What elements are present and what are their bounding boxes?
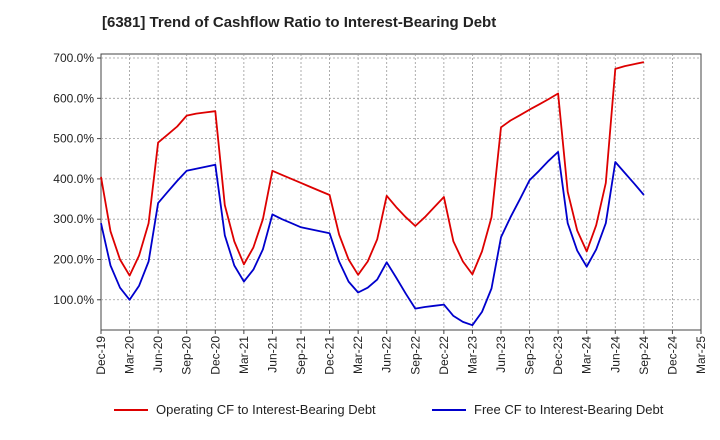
x-tick-label: Dec-21 bbox=[323, 336, 337, 375]
y-tick-label: 500.0% bbox=[53, 132, 94, 146]
x-tick-label: Mar-22 bbox=[351, 336, 365, 374]
x-tick-label: Sep-20 bbox=[180, 336, 194, 375]
y-tick-label: 100.0% bbox=[53, 293, 94, 307]
x-tick-label: Dec-20 bbox=[208, 336, 222, 375]
y-tick-label: 300.0% bbox=[53, 212, 94, 226]
legend-label-operating: Operating CF to Interest-Bearing Debt bbox=[156, 402, 376, 417]
x-tick-label: Sep-23 bbox=[523, 336, 537, 375]
x-tick-label: Jun-24 bbox=[608, 336, 622, 373]
x-tick-label: Dec-23 bbox=[551, 336, 565, 375]
x-tick-label: Jun-20 bbox=[151, 336, 165, 373]
x-tick-label: Sep-22 bbox=[408, 336, 422, 375]
operating-cf-line bbox=[100, 61, 645, 277]
chart-title: [6381] Trend of Cashflow Ratio to Intere… bbox=[102, 14, 497, 31]
legend-label-free: Free CF to Interest-Bearing Debt bbox=[474, 402, 664, 417]
y-tick-label: 400.0% bbox=[53, 172, 94, 186]
x-tick-label: Dec-24 bbox=[665, 336, 679, 375]
x-tick-label: Jun-22 bbox=[380, 336, 394, 373]
y-tick-label: 200.0% bbox=[53, 252, 94, 266]
x-tick-label: Mar-20 bbox=[123, 336, 137, 374]
x-tick-label: Sep-21 bbox=[294, 336, 308, 375]
x-tick-label: Dec-22 bbox=[437, 336, 451, 375]
x-tick-label: Mar-23 bbox=[465, 336, 479, 374]
x-tick-label: Mar-21 bbox=[237, 336, 251, 374]
x-tick-label: Sep-24 bbox=[637, 336, 651, 375]
x-tick-label: Jun-21 bbox=[265, 336, 279, 373]
y-tick-label: 600.0% bbox=[53, 91, 94, 105]
x-tick-label: Dec-19 bbox=[94, 336, 108, 375]
x-tick-label: Jun-23 bbox=[494, 336, 508, 373]
y-tick-label: 700.0% bbox=[53, 51, 94, 65]
x-tick-label: Mar-25 bbox=[694, 336, 708, 374]
x-tick-label: Mar-24 bbox=[580, 336, 594, 374]
free-cf-line bbox=[100, 150, 645, 327]
